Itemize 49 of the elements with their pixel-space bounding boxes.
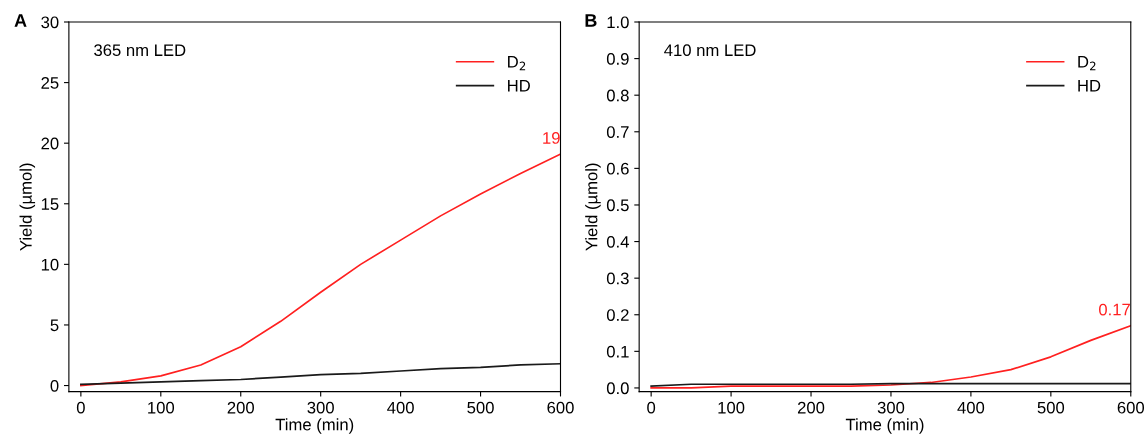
y-tick-label: 0.2 <box>606 309 629 321</box>
y-tick-label: 5 <box>50 319 59 332</box>
x-tick-label: 200 <box>227 401 254 414</box>
x-tick-label: 500 <box>467 401 494 414</box>
y-tick-label: 0.3 <box>606 272 629 285</box>
x-tick-label: 200 <box>797 401 825 414</box>
x-axis-title: Time (min) <box>845 418 924 434</box>
line-series <box>80 153 561 387</box>
y-tick-label: 0.7 <box>606 126 629 138</box>
legend-label: HD <box>1078 79 1101 92</box>
y-tick-label: 20 <box>41 137 59 150</box>
text: A <box>14 14 27 27</box>
x-tick-label: 0 <box>647 401 656 414</box>
x-tick-label: 400 <box>387 401 414 414</box>
x-tick-label: 400 <box>957 401 985 414</box>
x-tick-label: 0 <box>76 401 85 414</box>
legend-label: D$_{2}$ <box>1078 56 1096 71</box>
annotation: 365 nm LED <box>94 44 186 57</box>
legend-label: HD <box>508 79 530 92</box>
y-tick-label: 0.4 <box>606 235 629 248</box>
y-tick-label: 0.9 <box>606 53 629 65</box>
y-tick-label: 0.1 <box>606 345 629 358</box>
y-tick-label: 1.0 <box>607 16 629 29</box>
line-series <box>80 362 561 386</box>
x-tick-label: 300 <box>307 401 334 414</box>
text: B <box>585 14 597 27</box>
annotation: 0.17 <box>1099 303 1130 316</box>
annotation: 410 nm LED <box>664 44 756 57</box>
y-tick-label: 0.0 <box>606 382 629 395</box>
line-series <box>650 324 1131 389</box>
x-tick-label: 100 <box>148 401 175 414</box>
x-tick-label: 600 <box>547 401 574 414</box>
y-axis-title: Yield (µmol) <box>19 163 36 251</box>
y-tick-label: 0.6 <box>606 162 629 175</box>
y-tick-label: 10 <box>41 258 59 271</box>
y-axis-title: Yield (µmol) <box>585 163 601 251</box>
x-axis-title: Time (min) <box>275 418 354 434</box>
y-tick-label: 15 <box>41 198 59 210</box>
annotation: 19 <box>543 132 560 144</box>
y-tick-label: 0.8 <box>606 89 629 102</box>
y-tick-label: 25 <box>41 76 59 89</box>
x-tick-label: 300 <box>877 401 905 414</box>
y-tick-label: 0.5 <box>606 199 629 212</box>
y-tick-label: 30 <box>41 16 59 29</box>
x-tick-label: 100 <box>718 401 745 414</box>
legend-label: D$_{2}$ <box>508 56 526 71</box>
y-tick-label: 0 <box>50 379 59 392</box>
x-tick-label: 500 <box>1037 401 1065 414</box>
x-tick-label: 600 <box>1117 401 1145 414</box>
